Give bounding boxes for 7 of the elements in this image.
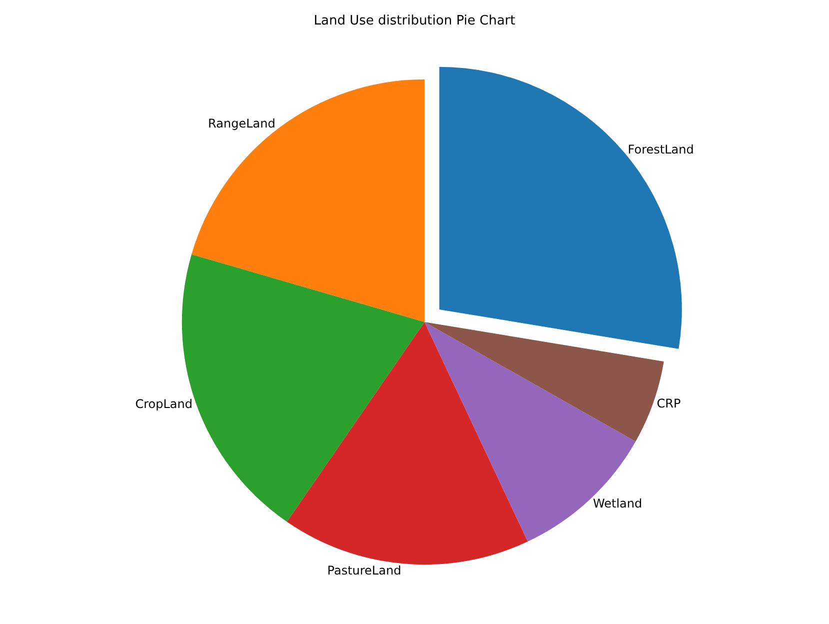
slice-label: CropLand [135,397,192,412]
slice-label: RangeLand [208,116,276,131]
slice-label: CRP [656,396,681,411]
slice-label: Wetland [592,496,642,511]
slice-label: ForestLand [628,142,694,157]
slice-label: PastureLand [327,564,402,578]
chart-title: Land Use distribution Pie Chart [314,14,516,29]
